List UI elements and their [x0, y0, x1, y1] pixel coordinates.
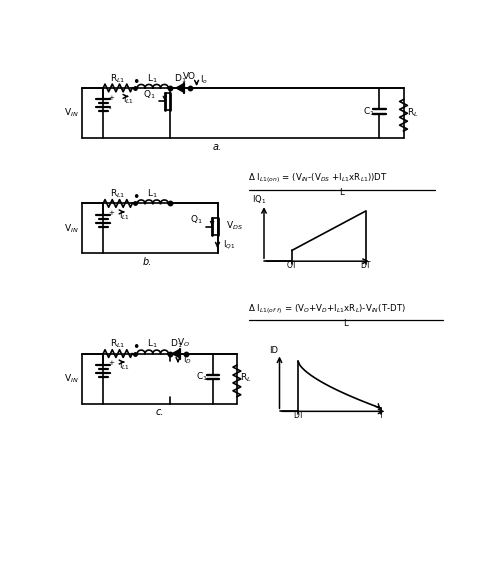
Text: +: + — [108, 210, 114, 216]
Text: L: L — [344, 319, 348, 328]
Text: DT: DT — [293, 411, 304, 421]
Text: a.: a. — [213, 142, 222, 152]
Text: +: + — [108, 360, 114, 366]
Text: I$_{L1}$: I$_{L1}$ — [118, 359, 130, 372]
Text: D$_1$: D$_1$ — [170, 338, 182, 350]
Text: V$_O$: V$_O$ — [178, 337, 190, 349]
Text: V$_{IN}$: V$_{IN}$ — [64, 372, 78, 385]
Text: •: • — [132, 191, 139, 204]
Text: R$_L$: R$_L$ — [407, 106, 418, 119]
Text: $\Delta$ I$_{L1(on)}$ = (V$_{IN}$-(V$_{DS}$ +I$_{L1}$xR$_{L1}$))DT: $\Delta$ I$_{L1(on)}$ = (V$_{IN}$-(V$_{D… — [248, 171, 388, 185]
Text: •: • — [132, 76, 139, 89]
Text: I$_o$: I$_o$ — [200, 74, 208, 86]
Text: $\Delta$ I$_{L1(of\ f)}$ = (V$_O$+V$_D$+I$_{L1}$xR$_L$)-V$_{IN}$(T-DT): $\Delta$ I$_{L1(of\ f)}$ = (V$_O$+V$_D$+… — [248, 302, 406, 316]
Text: T: T — [378, 411, 384, 421]
Text: C$_1$: C$_1$ — [196, 371, 208, 383]
Text: V$_{IN}$: V$_{IN}$ — [64, 107, 78, 119]
Text: c.: c. — [155, 407, 164, 417]
Text: VO: VO — [183, 72, 196, 82]
Text: L$_1$: L$_1$ — [148, 72, 158, 84]
Text: V$_{DS}$: V$_{DS}$ — [226, 220, 243, 232]
Text: OT: OT — [286, 261, 297, 270]
Text: -: - — [108, 105, 111, 111]
Text: ID: ID — [269, 346, 278, 355]
Polygon shape — [176, 84, 184, 92]
Text: I$_{L1}$: I$_{L1}$ — [118, 209, 130, 221]
Text: V$_{IN}$: V$_{IN}$ — [64, 222, 78, 235]
Text: Q$_1$: Q$_1$ — [142, 88, 155, 101]
Text: DT: DT — [360, 261, 371, 270]
Text: D$_1$: D$_1$ — [174, 72, 186, 84]
Polygon shape — [172, 349, 180, 358]
Text: Q$_1$: Q$_1$ — [190, 214, 202, 226]
Text: R$_L$: R$_L$ — [240, 372, 252, 384]
Text: L$_1$: L$_1$ — [148, 338, 158, 350]
Text: R$_{L1}$: R$_{L1}$ — [110, 338, 126, 350]
Text: IQ$_1$: IQ$_1$ — [252, 194, 266, 206]
Text: •: • — [132, 341, 139, 354]
Text: I$_{Q1}$: I$_{Q1}$ — [224, 238, 235, 251]
Text: L$_1$: L$_1$ — [148, 187, 158, 200]
Text: C$_1$: C$_1$ — [362, 105, 374, 118]
Text: R$_{L1}$: R$_{L1}$ — [110, 72, 126, 84]
Text: I$_D$: I$_D$ — [182, 353, 192, 366]
Text: R$_{L1}$: R$_{L1}$ — [110, 187, 126, 200]
Text: -: - — [108, 221, 111, 226]
Text: -: - — [108, 371, 111, 376]
Text: I$_{L1}$: I$_{L1}$ — [122, 93, 134, 106]
Text: b.: b. — [143, 257, 152, 267]
Text: L: L — [340, 188, 344, 198]
Text: +: + — [108, 95, 114, 101]
